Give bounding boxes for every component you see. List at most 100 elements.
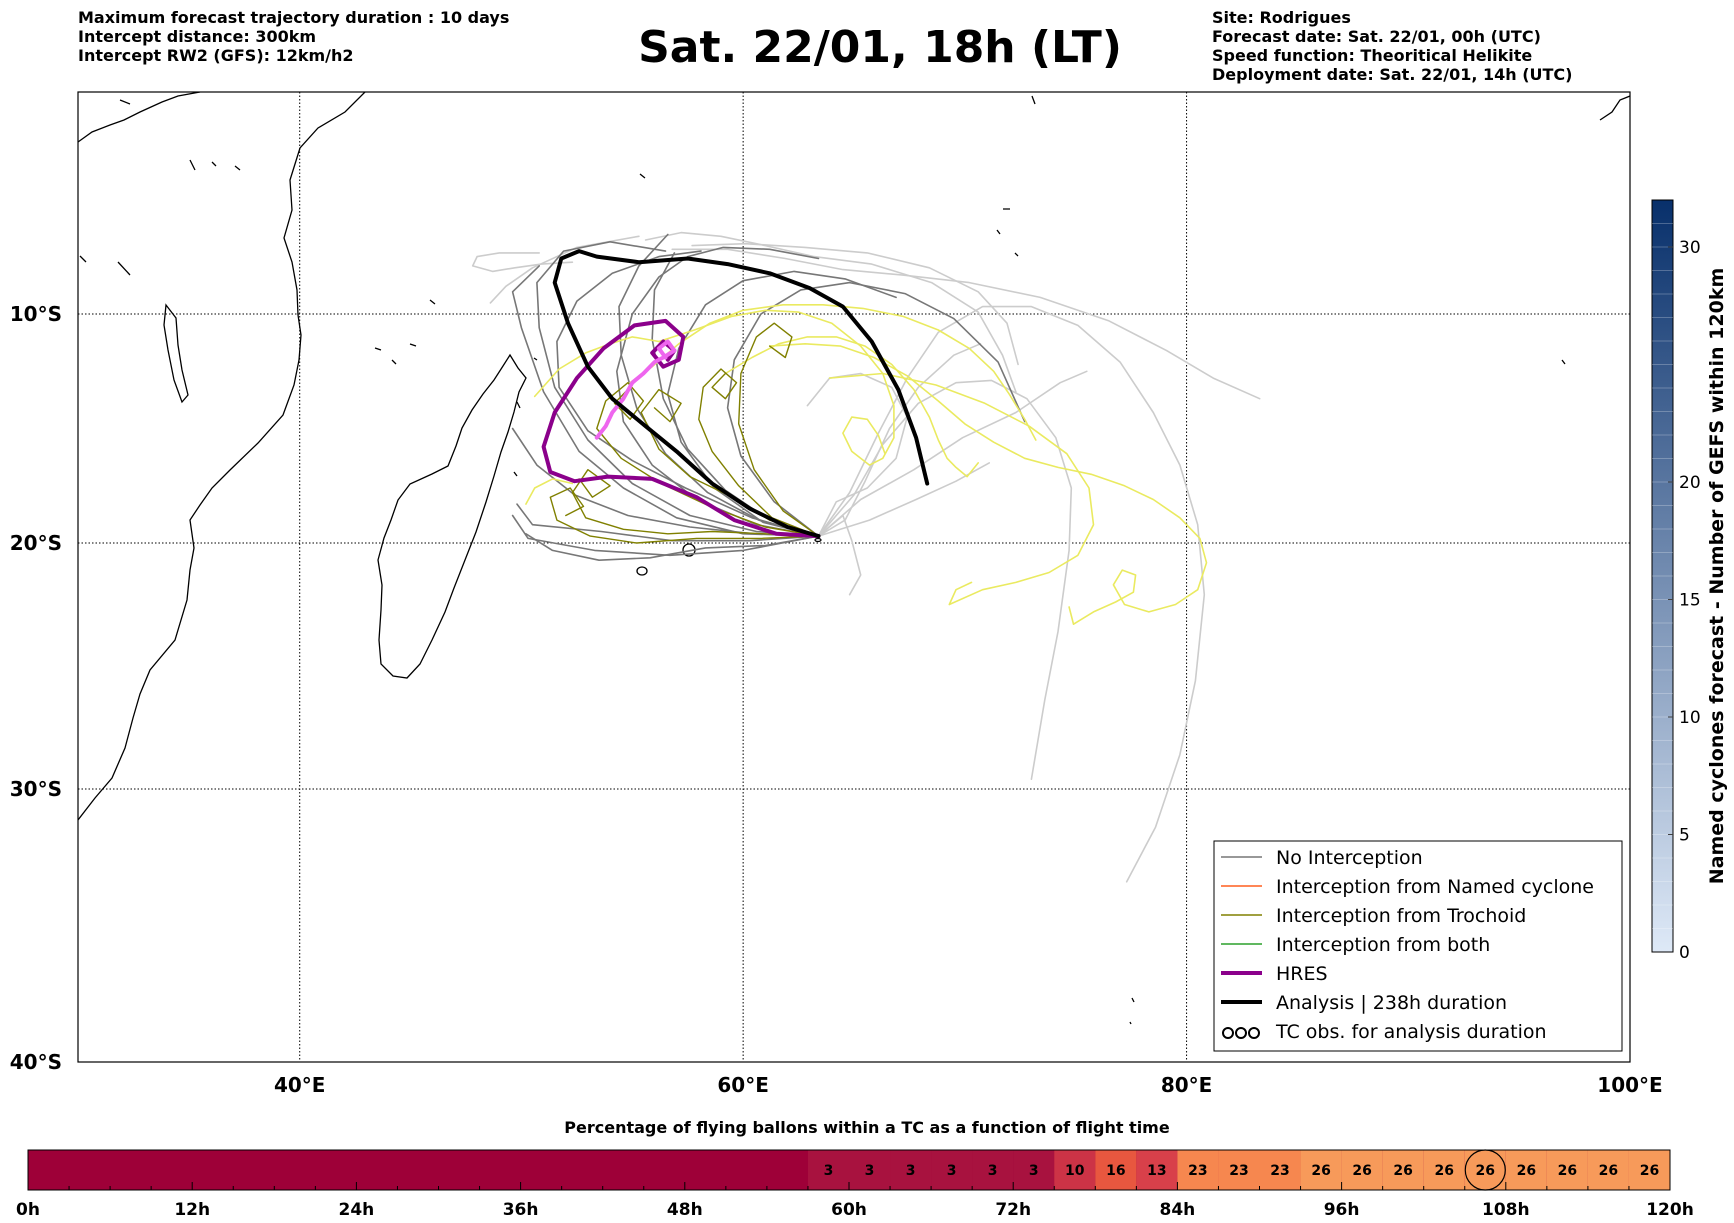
colorbar-tick-label: 10 xyxy=(1679,708,1701,728)
colorbar-tick-label: 15 xyxy=(1679,591,1701,611)
longitude-label: 60°E xyxy=(717,1073,769,1097)
timeline-cell xyxy=(931,1150,973,1190)
timeline-tick-label: 120h xyxy=(1646,1200,1694,1220)
rodrigues-island xyxy=(814,537,822,543)
legend-label: HRES xyxy=(1276,963,1328,985)
yellow-trajectory xyxy=(724,336,979,478)
map-frame xyxy=(77,91,1631,1063)
timeline-cell xyxy=(1177,1150,1219,1190)
latitude-label: 40°S xyxy=(10,1050,62,1074)
maldives-islands xyxy=(1031,95,1566,365)
light-grey-trajectory xyxy=(817,514,862,596)
colorbar-tick-label: 20 xyxy=(1679,473,1701,493)
deployment-date-text: Deployment date: Sat. 22/01, 14h (UTC) xyxy=(1212,65,1573,84)
trochoid-trajectory xyxy=(571,469,820,537)
timeline-cell-label: 16 xyxy=(1106,1163,1125,1179)
timeline-cells: 3 3 3 3 3 3 10 16 13 23 23 23 26 26 26 26 26 26 26 26 26 xyxy=(27,1149,1671,1191)
timeline-cell-label: 10 xyxy=(1065,1163,1085,1179)
colorbar-tick-label: 0 xyxy=(1679,943,1690,963)
light-grey-trajectory xyxy=(817,462,990,537)
colorbar-label: Named cyclones forecast - Number of GEFS… xyxy=(1706,268,1728,885)
colorbar-tick-label: 30 xyxy=(1679,238,1701,258)
page-title: Sat. 22/01, 18h (LT) xyxy=(638,22,1122,73)
timeline-cell xyxy=(1587,1150,1629,1190)
colorbar-ticks: 0 5 10 15 20 30 xyxy=(1652,223,1701,963)
legend-label: TC obs. for analysis duration xyxy=(1275,1021,1547,1043)
yellow-trajectory xyxy=(658,309,895,466)
lake-outline xyxy=(163,303,189,404)
africa-coastline xyxy=(78,92,366,821)
timeline-cell xyxy=(1382,1150,1424,1190)
light-grey-trajectory xyxy=(691,242,1019,366)
timeline-cell-label: 26 xyxy=(1434,1163,1453,1179)
yellow-trajectory xyxy=(533,336,660,398)
timeline-ticks: 0h 12h 24h 36h 48h 60h 72h 84h 96h 108h 120h xyxy=(16,1182,1694,1220)
horn-coastline xyxy=(78,92,201,143)
light-grey-trajectory xyxy=(471,252,574,273)
trajectory-map[interactable]: 10°S 20°S 30°S 40°S 40°E 60°E 80°E 100°E No Int… xyxy=(0,0,1734,1100)
timeline-cell-label: 3 xyxy=(988,1163,998,1179)
analysis-trajectory xyxy=(552,249,930,539)
intercept-distance-text: Intercept distance: 300km xyxy=(78,27,317,46)
tc-obs-trajectory xyxy=(594,339,677,440)
flight-time-timeline[interactable]: 3 3 3 3 3 3 10 16 13 23 23 23 26 26 26 26 26 26 26 26 26 0h 1… xyxy=(0,1123,1734,1223)
timeline-cell-label: 3 xyxy=(865,1163,875,1179)
timeline-cell-label: 3 xyxy=(947,1163,957,1179)
longitude-label: 40°E xyxy=(274,1073,326,1097)
longitude-label: 100°E xyxy=(1597,1073,1662,1097)
timeline-cell xyxy=(1341,1150,1383,1190)
timeline-cell xyxy=(1423,1150,1465,1190)
no-interception-trajectory xyxy=(726,281,1026,537)
legend-label: Interception from both xyxy=(1276,934,1490,956)
yellow-trajectory xyxy=(629,304,1037,441)
timeline-cell xyxy=(1628,1150,1670,1190)
timeline-cell xyxy=(1546,1150,1588,1190)
no-interception-trajectory xyxy=(511,514,820,557)
colorbar-tick-label: 5 xyxy=(1679,826,1690,846)
hres-track xyxy=(541,318,821,539)
legend-box xyxy=(1213,840,1623,1052)
coastlines xyxy=(78,92,1630,1025)
mauritius-island xyxy=(636,566,648,576)
timeline-cell xyxy=(1505,1150,1547,1190)
trochoid-trajectory xyxy=(549,487,820,544)
timeline-cell xyxy=(1136,1150,1178,1190)
timeline-cell-label: 26 xyxy=(1517,1163,1536,1179)
site-text: Site: Rodrigues xyxy=(1212,8,1351,27)
legend-label: Interception from Trochoid xyxy=(1276,905,1526,927)
latitude-label: 20°S xyxy=(10,531,62,555)
light-grey-trajectory xyxy=(671,248,1261,400)
no-interception-trajectory xyxy=(556,250,820,537)
timeline-cell-label: 26 xyxy=(1311,1163,1330,1179)
yellow-trajectory xyxy=(828,372,1095,606)
tc-symbol-icon xyxy=(1222,1027,1234,1039)
light-grey-trajectory xyxy=(644,231,1017,393)
timeline-cell-label: 26 xyxy=(1599,1163,1618,1179)
islands-southeast xyxy=(1129,997,1135,1025)
site-info: Site: Rodrigues Forecast date: Sat. 22/0… xyxy=(1212,8,1572,84)
timeline-cell-label: 26 xyxy=(1476,1163,1495,1179)
madagascar-outline xyxy=(377,353,527,679)
max-duration-text: Maximum forecast trajectory duration : 1… xyxy=(78,8,510,27)
trochoid-trajectory xyxy=(698,368,820,537)
seychelles-islands xyxy=(639,173,1019,257)
intercept-rw2-text: Intercept RW2 (GFS): 12km/h2 xyxy=(78,46,354,65)
timeline-cell xyxy=(972,1150,1014,1190)
timeline-cell-label: 23 xyxy=(1270,1163,1289,1179)
light-grey-trajectory xyxy=(817,379,1073,780)
timeline-tick-label: 84h xyxy=(1160,1200,1196,1220)
timeline-tick-label: 96h xyxy=(1324,1200,1360,1220)
no-interception-trajectory xyxy=(536,241,820,537)
timeline-cell-label: 26 xyxy=(1640,1163,1659,1179)
speed-function-text: Speed function: Theoritical Helikite xyxy=(1212,46,1533,65)
hres-trajectory xyxy=(541,318,821,539)
timeline-tick-label: 0h xyxy=(16,1200,40,1220)
timeline-tick-label: 72h xyxy=(995,1200,1031,1220)
light-grey-trajectory xyxy=(817,370,1088,537)
comoros-islands xyxy=(374,343,417,365)
tc-symbol-icon xyxy=(1248,1027,1260,1039)
graticule xyxy=(78,92,1630,1062)
trajectory-parameters: Maximum forecast trajectory duration : 1… xyxy=(78,8,509,65)
legend-label: Analysis | 238h duration xyxy=(1276,992,1507,1014)
legend-label: No Interception xyxy=(1276,847,1423,869)
